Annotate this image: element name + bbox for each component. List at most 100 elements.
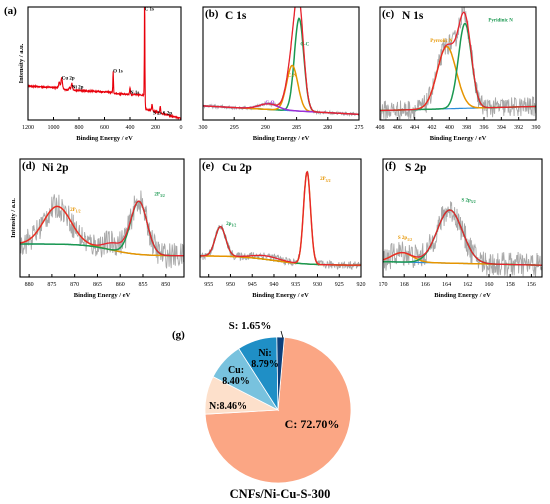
peak-label: S 2p3/2 [461, 198, 475, 204]
x-tick-label: 400 [445, 125, 454, 131]
peak-label: O 1s [113, 70, 123, 75]
pie-label-line: C: 72.70% [285, 417, 340, 431]
x-tick-label: 295 [230, 125, 239, 131]
pie-leader-line [280, 330, 284, 339]
panel-title: Cu 2p [222, 162, 252, 174]
x-tick-label: 955 [204, 282, 213, 288]
peak-label-main: Pyridinic N [488, 19, 513, 24]
survey-line [28, 7, 181, 120]
pie-label-line: S: 1.65% [229, 320, 272, 332]
peak-label: 2P3/2 [320, 177, 331, 183]
peak-label-main: C-O [265, 101, 274, 106]
peak-label: C 1s [145, 7, 154, 12]
peak-label-main: Ni 2p [72, 85, 84, 90]
x-tick-label: 170 [379, 282, 388, 288]
component-fit-line [200, 170, 361, 266]
axes-frame [379, 6, 537, 121]
x-tick-label: 0 [180, 125, 183, 131]
peak-label: C-C [300, 42, 309, 47]
pie-label: C: 72.70% [285, 417, 340, 431]
peak-label-sub: 3/2 [326, 179, 331, 183]
x-tick-label: 920 [357, 282, 366, 288]
plot-area-d [20, 190, 184, 269]
peak-label-main: S 2p [461, 198, 471, 203]
x-tick-label: 600 [100, 125, 109, 131]
peak-label-main: C-C [300, 42, 309, 47]
peak-label-main: 2P [320, 177, 326, 182]
panel-letter: (b) [205, 8, 219, 20]
peak-label: 2P1/2 [70, 208, 81, 214]
pie-caption: CNFs/Ni-Cu-S-300 [230, 487, 331, 501]
axes-frame [202, 6, 360, 121]
x-tick-label: 290 [261, 125, 270, 131]
pie-label-line: 8.79% [251, 359, 279, 370]
peak-label-main: Cu 2p [62, 76, 75, 81]
x-tick-label: 935 [291, 282, 300, 288]
pie-label-line: Cu: [228, 365, 244, 376]
panel-c: 408 406 404 402 400 398 396 394 392 390 Binding En… [376, 6, 541, 142]
peak-label: 2P3/2 [154, 193, 165, 199]
pie-slice [276, 336, 285, 411]
peak-label: C-O [265, 101, 274, 106]
panel-a: 1200 1000 800 600 400 200 0 Binding Energy / eV… [4, 5, 183, 142]
pie-label: Ni: 8.79% [251, 348, 279, 370]
x-tick-label: 400 [126, 125, 135, 131]
y-axis-label: Intensity / a.u. [18, 43, 25, 83]
raw-data-line [20, 190, 184, 269]
axes-frame [199, 158, 362, 278]
x-tick-label: 940 [269, 282, 278, 288]
x-tick-label: 402 [428, 125, 437, 131]
peak-label-sub: 3/2 [160, 194, 165, 198]
x-tick-label: 160 [485, 282, 494, 288]
peak-label-main: 2P [154, 193, 160, 198]
y-axis-label: Intensity / a.u. [10, 198, 17, 238]
x-tick-label: 394 [497, 125, 506, 131]
x-tick-label: 156 [527, 282, 536, 288]
panel-letter: (d) [22, 160, 36, 172]
x-tick-label: 870 [70, 282, 79, 288]
peak-label: S 2s S 2p [153, 111, 172, 116]
plot-area-a [28, 7, 181, 120]
x-tick-label: 164 [442, 282, 451, 288]
x-tick-label: 275 [355, 125, 364, 131]
x-tick-label: 865 [93, 282, 102, 288]
peak-label: 2p1/2 [226, 222, 236, 228]
peak-label: N 1s [130, 91, 139, 96]
envelope-fit-line [203, 7, 359, 115]
peak-label-sub: 1/2 [76, 210, 81, 214]
pie-label: S: 1.65% [229, 320, 272, 332]
x-axis-label: Binding Energy / eV [74, 292, 131, 299]
x-axis-label: Binding Energy / eV [253, 135, 310, 142]
x-tick-label: 930 [313, 282, 322, 288]
peak-label-sub: 3/2 [471, 200, 476, 204]
peak-label-main: N 1s [130, 91, 139, 96]
x-tick-label: 404 [410, 125, 419, 131]
panel-letter: (g) [172, 329, 185, 341]
panel-letter: (a) [4, 5, 17, 17]
axes-frame [382, 158, 543, 278]
panel-title: S 2p [405, 162, 426, 174]
x-tick-label: 285 [292, 125, 301, 131]
plot-area-f [383, 201, 542, 277]
x-tick-label: 392 [514, 125, 523, 131]
x-tick-label: 950 [226, 282, 235, 288]
peak-label-main: S 2p [398, 236, 408, 241]
x-axis-label: Binding Energy / eV [252, 292, 309, 299]
envelope-fit-line [200, 170, 361, 266]
plot-area-c [380, 7, 536, 120]
x-tick-label: 1200 [22, 125, 34, 131]
pie-label: Cu: 8.40% [222, 365, 250, 387]
x-tick-label: 200 [151, 125, 160, 131]
peak-label-main: O 1s [113, 70, 123, 75]
panel-d: 880 875 870 865 860 855 850 Binding Energy / eV… [10, 158, 185, 299]
raw-data-line [383, 201, 542, 277]
envelope-fit-line [383, 209, 542, 266]
panel-letter: (f) [385, 160, 396, 172]
envelope-fit-line [20, 200, 184, 257]
raw-data-line [200, 170, 361, 271]
peak-label: C-N [288, 74, 297, 79]
x-tick-label: 860 [116, 282, 125, 288]
plot-area-b [203, 7, 359, 117]
x-tick-label: 800 [75, 125, 84, 131]
